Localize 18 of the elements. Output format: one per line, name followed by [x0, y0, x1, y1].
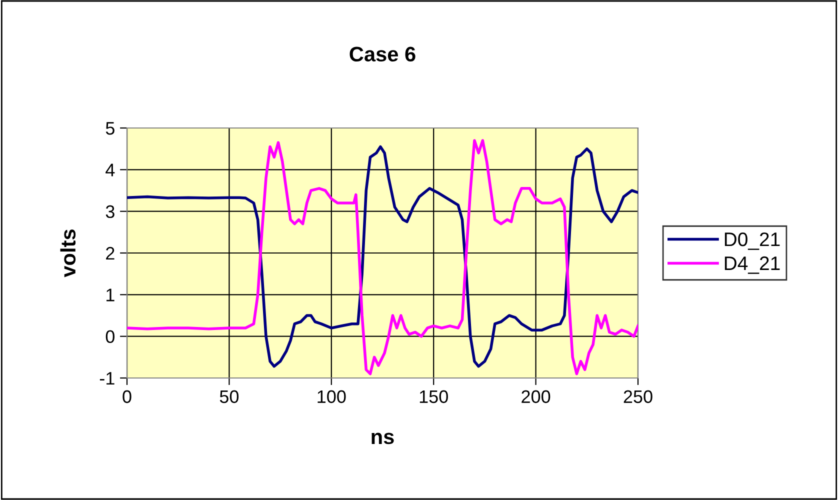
chart-title: Case 6 — [350, 46, 416, 62]
y-tick-label: 0 — [106, 330, 114, 344]
x-tick-label: 100 — [318, 390, 346, 404]
x-tick-label: 250 — [624, 390, 652, 404]
y-tick-label: 4 — [106, 164, 115, 176]
y-tick-label: 5 — [106, 122, 114, 135]
x-tick-label: 150 — [420, 390, 448, 404]
x-tick-label: 200 — [522, 390, 550, 404]
x-tick-label: 50 — [220, 390, 239, 404]
y-tick-label: 2 — [106, 246, 114, 260]
y-tick-label: 3 — [106, 205, 114, 218]
legend-label: D0_21 — [724, 232, 780, 250]
x-axis-title: ns — [372, 432, 394, 444]
y-tick-label: -1 — [100, 372, 114, 385]
y-tick-label: 1 — [106, 288, 114, 302]
legend-label: D4_21 — [724, 256, 780, 274]
x-tick-label: 0 — [122, 390, 132, 404]
y-axis-title: volts — [60, 230, 76, 278]
